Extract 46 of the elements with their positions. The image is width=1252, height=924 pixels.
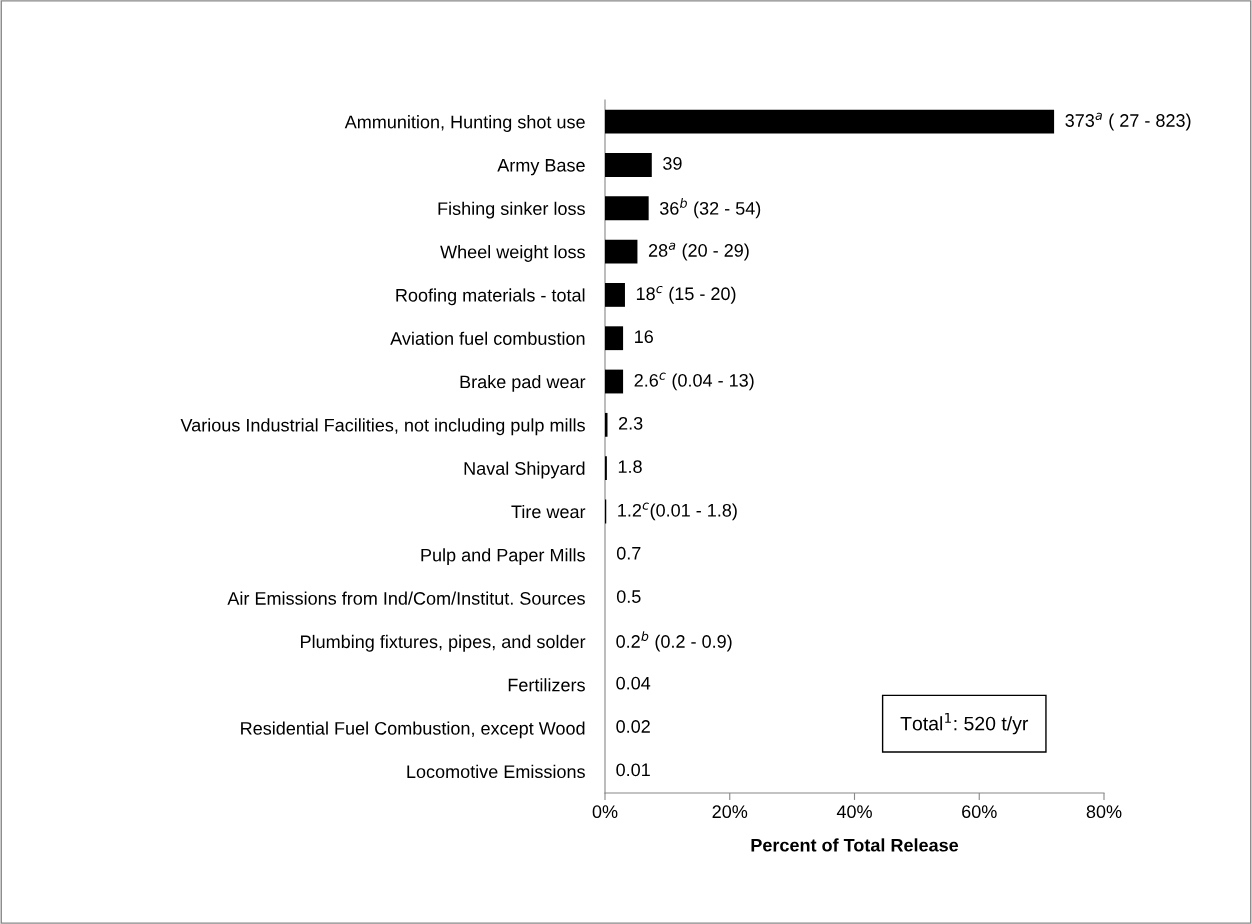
y-tick-label: Roofing materials - total (396, 288, 585, 306)
x-axis-title: Percent of Total Release (751, 838, 959, 852)
bar (605, 196, 649, 221)
bar (605, 283, 625, 307)
bar (605, 369, 624, 394)
x-tick-label: 60% (962, 805, 997, 819)
y-tick-label: Residential Fuel Combustion, except Wood (241, 721, 585, 739)
annotation: 18$^{c}$ (15 - 20) (636, 285, 736, 304)
y-tick-label: Army Base (497, 159, 585, 176)
annotation: 36$^{b}$ (32 - 54) (659, 198, 761, 219)
annotation: 373$^{a}$ ( 27 - 823) (1065, 112, 1191, 131)
y-tick-label: Ammunition, Hunting shot use (344, 115, 585, 132)
annotation: 0.5 (616, 590, 641, 603)
x-tick-label: 20% (712, 805, 748, 819)
x-tick-label: 0% (592, 805, 618, 819)
x-tick-label: 40% (836, 805, 872, 819)
annotation: 0.02 (616, 720, 650, 733)
annotation: Total$^{1}$: 520 t/yr (900, 712, 1029, 735)
bar (605, 239, 638, 264)
bar (605, 109, 1055, 134)
y-tick-label: Fishing sinker loss (438, 201, 585, 219)
y-tick-label: Pulp and Paper Mills (421, 548, 585, 566)
annotation: 1.8 (618, 460, 642, 473)
bar (605, 326, 624, 351)
y-tick-label: Tire wear (511, 504, 586, 519)
annotation: 16 (635, 330, 653, 344)
annotation: 0.01 (616, 763, 650, 777)
y-tick-label: Wheel weight loss (440, 245, 585, 262)
annotation: 1.2$^{c}$(0.01 - 1.8) (618, 502, 737, 521)
y-tick-label: Plumbing fixtures, pipes, and solder (301, 634, 586, 652)
y-tick-label: Air Emissions from Ind/Com/Institut. Sources (227, 591, 585, 605)
annotation: 0.7 (616, 546, 641, 560)
y-tick-label: Fertilizers (508, 678, 585, 692)
annotation: 39 (663, 157, 682, 170)
annotation: 28$^{a}$ (20 - 29) (648, 242, 749, 261)
annotation: 0.04 (616, 676, 651, 690)
y-tick-label: Naval Shipyard (464, 461, 585, 479)
x-tick-label: 80% (1086, 805, 1122, 819)
annotation: 2.6$^{c}$ (0.04 - 13) (634, 372, 754, 391)
y-tick-label: Various Industrial Facilities, not including pulp mills (180, 418, 585, 436)
bar (605, 153, 652, 177)
annotation: 0.2$^{b}$ (0.2 - 0.9) (616, 631, 732, 652)
y-tick-label: Locomotive Emissions (407, 764, 585, 779)
annotation: 2.3 (619, 416, 643, 430)
y-tick-label: Brake pad wear (460, 374, 586, 392)
y-tick-label: Aviation fuel combustion (390, 331, 585, 345)
